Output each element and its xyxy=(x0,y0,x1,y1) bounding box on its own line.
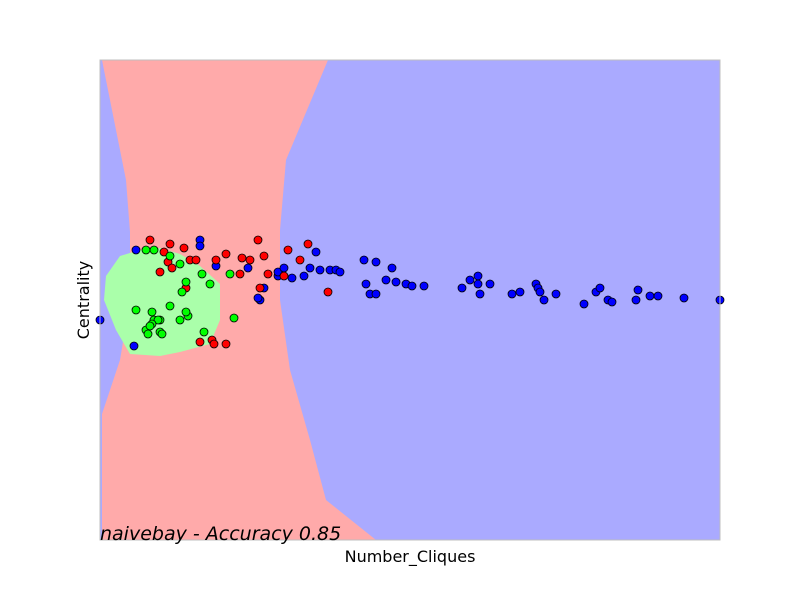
point-green-8 xyxy=(205,279,215,289)
point-red-16 xyxy=(295,255,305,265)
point-blue-51 xyxy=(653,291,663,301)
point-blue-37 xyxy=(515,287,525,297)
point-green-7 xyxy=(177,287,187,297)
point-blue-43 xyxy=(579,299,589,309)
point-red-1 xyxy=(165,239,175,249)
point-blue-52 xyxy=(679,293,689,303)
point-red-8 xyxy=(211,255,221,265)
point-green-17 xyxy=(153,315,163,325)
point-red-20 xyxy=(263,269,273,279)
point-blue-5 xyxy=(311,247,321,257)
point-red-26 xyxy=(209,339,219,349)
point-red-19 xyxy=(235,269,245,279)
point-blue-24 xyxy=(371,289,381,299)
green-decision-region xyxy=(104,248,220,356)
point-red-10 xyxy=(237,253,247,263)
point-blue-19 xyxy=(305,263,315,273)
point-blue-30 xyxy=(457,283,467,293)
point-blue-17 xyxy=(299,271,309,281)
point-green-2 xyxy=(165,251,175,261)
point-red-24 xyxy=(195,337,205,347)
point-green-22 xyxy=(143,329,153,339)
point-blue-15 xyxy=(335,267,345,277)
point-blue-26 xyxy=(391,277,401,287)
point-green-5 xyxy=(225,269,235,279)
point-blue-29 xyxy=(419,281,429,291)
point-blue-34 xyxy=(475,289,485,299)
point-blue-33 xyxy=(473,279,483,289)
point-green-1 xyxy=(149,245,159,255)
point-blue-35 xyxy=(485,279,495,289)
point-green-4 xyxy=(197,269,207,279)
point-blue-16 xyxy=(287,273,297,283)
point-blue-25 xyxy=(381,275,391,285)
point-blue-48 xyxy=(631,295,641,305)
point-blue-7 xyxy=(359,255,369,265)
point-red-2 xyxy=(179,243,189,253)
point-green-12 xyxy=(175,315,185,325)
point-red-12 xyxy=(253,235,263,245)
point-green-0 xyxy=(141,245,151,255)
point-blue-8 xyxy=(371,257,381,267)
point-red-14 xyxy=(283,245,293,255)
point-green-11 xyxy=(165,301,175,311)
point-blue-18 xyxy=(279,263,289,273)
point-red-21 xyxy=(255,283,265,293)
point-green-20 xyxy=(145,321,155,331)
point-blue-42 xyxy=(551,289,561,299)
point-green-24 xyxy=(199,327,209,337)
point-red-7 xyxy=(191,255,201,265)
point-blue-40 xyxy=(535,287,545,297)
x-axis-label: Number_Cliques xyxy=(345,547,476,567)
point-red-27 xyxy=(221,339,231,349)
point-blue-47 xyxy=(607,297,617,307)
point-blue-36 xyxy=(507,289,517,299)
point-green-3 xyxy=(175,259,185,269)
point-green-23 xyxy=(157,329,167,339)
point-blue-45 xyxy=(595,283,605,293)
point-red-11 xyxy=(245,255,255,265)
point-blue-28 xyxy=(407,281,417,291)
point-blue-3 xyxy=(195,241,205,251)
point-blue-31 xyxy=(465,275,475,285)
point-blue-22 xyxy=(361,279,371,289)
point-blue-49 xyxy=(633,285,643,295)
point-blue-50 xyxy=(645,291,655,301)
data-points xyxy=(95,235,725,351)
point-red-13 xyxy=(259,251,269,261)
red-decision-region xyxy=(102,60,376,540)
point-blue-21 xyxy=(253,293,263,303)
point-green-25 xyxy=(229,313,239,323)
point-green-14 xyxy=(181,307,191,317)
point-blue-54 xyxy=(129,341,139,351)
plot-frame xyxy=(99,59,721,541)
point-red-0 xyxy=(145,235,155,245)
accuracy-annotation: naivebay - Accuracy 0.85 xyxy=(100,523,341,545)
point-blue-41 xyxy=(539,295,549,305)
point-blue-12 xyxy=(315,265,325,275)
point-red-9 xyxy=(221,249,231,259)
point-red-22 xyxy=(323,287,333,297)
point-red-17 xyxy=(279,271,289,281)
point-red-15 xyxy=(303,239,313,249)
point-blue-4 xyxy=(243,263,253,273)
point-red-3 xyxy=(159,247,169,257)
y-axis-label: Centrality xyxy=(74,261,93,339)
point-red-18 xyxy=(155,267,165,277)
point-blue-11 xyxy=(273,267,283,277)
point-blue-32 xyxy=(473,271,483,281)
point-green-9 xyxy=(131,305,141,315)
point-blue-9 xyxy=(387,263,397,273)
point-blue-1 xyxy=(131,245,141,255)
point-green-6 xyxy=(181,277,191,287)
point-red-5 xyxy=(167,263,177,273)
point-green-10 xyxy=(147,307,157,317)
